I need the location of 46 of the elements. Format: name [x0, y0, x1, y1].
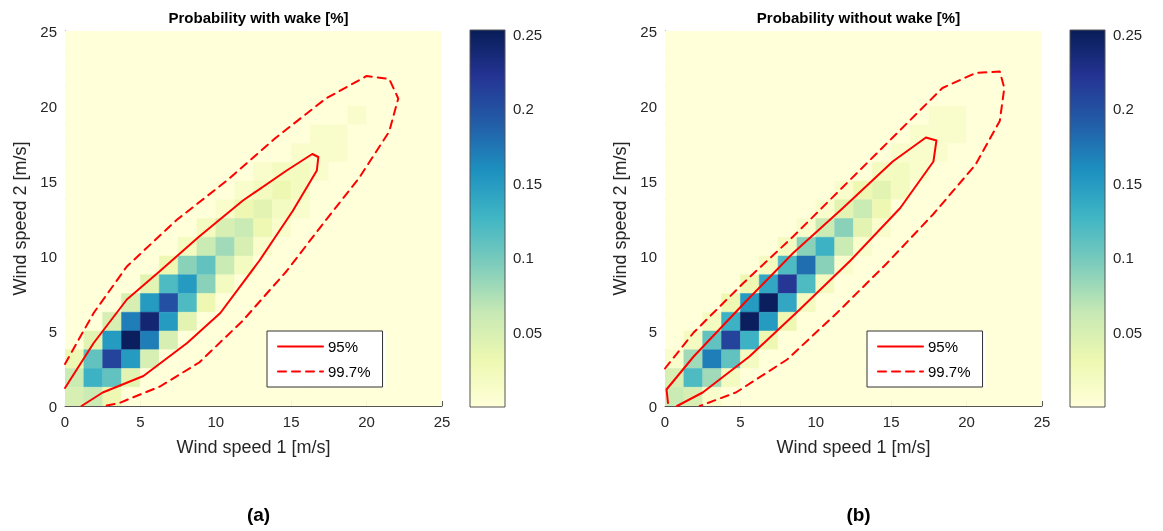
y-tick-label: 15	[40, 172, 57, 190]
y-tick-label: 0	[48, 397, 57, 415]
y-tick-label: 15	[640, 172, 657, 190]
color-bar-label: 0.05	[513, 323, 543, 341]
x-tick-label: 0	[660, 413, 670, 430]
y-tick-label: 20	[640, 97, 657, 115]
chart-title: Probability with wake [%]	[168, 9, 349, 26]
color-bar-label: 0.15	[513, 174, 543, 192]
color-bar-label: 0.2	[1113, 100, 1134, 118]
x-tick-label: 15	[282, 413, 300, 430]
text: (a)	[246, 504, 271, 525]
y-tick-label: 10	[40, 247, 57, 265]
x-tick-label: 25	[1033, 413, 1051, 430]
x-tick-label: 5	[136, 413, 145, 430]
legend-label: 95%	[328, 338, 359, 355]
y-tick-label: 20	[40, 97, 57, 115]
x-tick-label: 5	[736, 413, 745, 430]
x-tick-label: 25	[433, 413, 451, 430]
x-axis-title: Wind speed 1 [m/s]	[776, 437, 931, 457]
x-tick-label: 10	[807, 413, 825, 430]
x-tick-label: 20	[958, 413, 975, 430]
y-tick-label: 0	[648, 397, 657, 415]
x-tick-label: 20	[358, 413, 375, 430]
x-tick-label: 0	[60, 413, 70, 430]
color-bar-label: 0.15	[1113, 174, 1143, 192]
color-bar-label: 0.25	[1113, 25, 1143, 43]
x-tick-label: 10	[207, 413, 225, 430]
color-bar-label: 0.25	[513, 25, 543, 43]
y-tick-label: 5	[648, 322, 657, 340]
y-axis-title: Wind speed 2 [m/s]	[610, 141, 631, 296]
y-tick-label: 25	[640, 22, 657, 40]
color-bar-label: 0.1	[513, 249, 534, 267]
y-axis-title: Wind speed 2 [m/s]	[10, 141, 31, 296]
legend-label: 99.7%	[928, 363, 971, 380]
chart-title: Probability without wake [%]	[756, 9, 961, 26]
color-bar-label: 0.05	[1113, 323, 1143, 341]
x-axis-title: Wind speed 1 [m/s]	[176, 437, 331, 457]
y-tick-label: 5	[48, 322, 57, 340]
y-tick-label: 25	[40, 22, 57, 40]
legend-label: 99.7%	[328, 363, 371, 380]
x-tick-label: 15	[882, 413, 900, 430]
color-bar-label: 0.2	[513, 100, 534, 118]
legend-label: 95%	[928, 338, 959, 355]
y-tick-label: 10	[640, 247, 657, 265]
text: (b)	[846, 504, 871, 525]
color-bar-label: 0.1	[1113, 249, 1134, 267]
